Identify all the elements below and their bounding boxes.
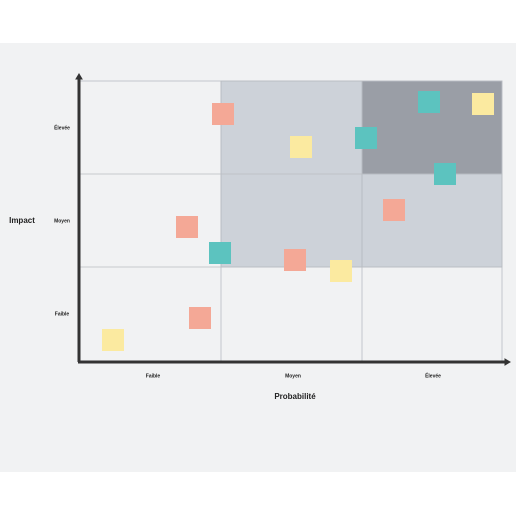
x-label: Faible [146, 373, 161, 379]
sticky-note [189, 307, 211, 329]
sticky-note [418, 91, 440, 113]
sticky-notes [102, 91, 494, 351]
sticky-note [330, 260, 352, 282]
y-label: Élevée [54, 123, 70, 131]
sticky-note [212, 103, 234, 125]
sticky-note [209, 242, 231, 264]
sticky-note [284, 249, 306, 271]
sticky-note [176, 216, 198, 238]
x-label: Moyen [285, 373, 301, 379]
y-label: Moyen [54, 218, 70, 224]
arrow [504, 358, 511, 366]
x-title: Probabilité [274, 392, 316, 401]
sticky-note [290, 136, 312, 158]
y-label: Faible [55, 311, 70, 317]
sticky-note [472, 93, 494, 115]
axes [75, 73, 511, 366]
x-label: Élevée [425, 371, 441, 379]
sticky-note [434, 163, 456, 185]
sticky-note [383, 199, 405, 221]
arrow [75, 73, 83, 80]
y-title: Impact [9, 216, 35, 225]
sticky-note [355, 127, 377, 149]
sticky-note [102, 329, 124, 351]
